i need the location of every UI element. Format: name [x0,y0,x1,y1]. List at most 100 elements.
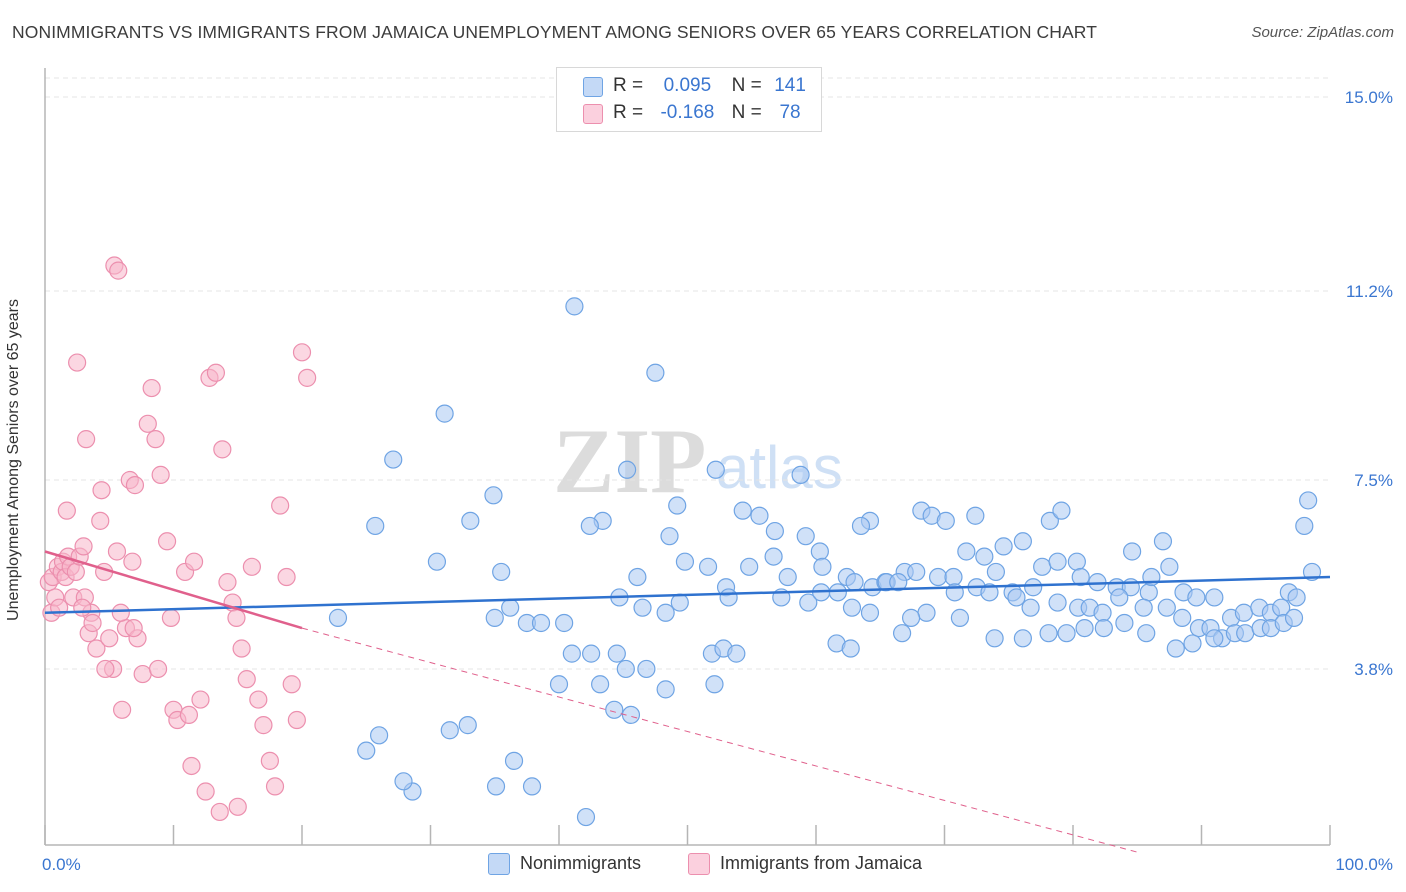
point-immigrant-jamaica [57,501,76,520]
series-nonimmigrants [328,297,1322,827]
y-tick-labels: 15.0% 11.2% 7.5% 3.8% [1345,88,1393,679]
point-nonimmigrant [384,450,403,469]
point-nonimmigrant [1205,629,1224,648]
point-nonimmigrant [531,613,551,633]
point-nonimmigrant [492,562,511,582]
point-nonimmigrant [966,506,985,525]
point-nonimmigrant [778,567,797,587]
point-nonimmigrant [842,598,862,617]
stats-n-label: N = [731,75,762,96]
point-nonimmigrant [841,639,860,658]
point-nonimmigrant [435,404,454,423]
point-nonimmigrant [889,573,908,592]
watermark: ZIP atlas [553,410,843,512]
point-nonimmigrant [980,583,999,602]
point-nonimmigrant [366,516,385,536]
point-immigrant-jamaica [271,496,290,515]
point-nonimmigrant [892,624,912,643]
point-nonimmigrant [485,608,504,627]
point-immigrant-jamaica [191,690,210,709]
point-nonimmigrant [1007,588,1026,607]
point-nonimmigrant [1110,588,1129,607]
point-immigrant-jamaica [124,618,143,638]
series-immigrants-jamaica [39,256,317,822]
stats-n-value: 141 [774,75,806,96]
point-nonimmigrant [628,567,647,587]
point-immigrant-jamaica [213,440,232,459]
point-immigrant-jamaica [100,629,119,648]
point-nonimmigrant [562,644,581,663]
point-immigrant-jamaica [249,690,268,709]
point-nonimmigrant [607,644,626,663]
point-immigrant-jamaica [148,659,168,679]
point-nonimmigrant [461,511,480,530]
point-nonimmigrant [576,807,596,827]
point-nonimmigrant [764,547,783,566]
point-nonimmigrant [394,772,413,791]
point-nonimmigrant [1115,613,1134,633]
point-nonimmigrant [621,705,641,725]
point-nonimmigrant [799,593,818,612]
point-immigrant-jamaica [254,716,273,735]
chart-title: NONIMMIGRANTS VS IMMIGRANTS FROM JAMAICA… [12,22,1098,42]
point-nonimmigrant [370,726,389,745]
point-immigrant-jamaica [218,573,237,592]
point-nonimmigrant [986,562,1006,582]
point-nonimmigrant [828,583,847,602]
point-immigrant-jamaica [111,603,130,622]
point-immigrant-jamaica [83,613,102,633]
point-immigrant-jamaica [133,664,152,684]
point-nonimmigrant [555,613,574,633]
point-immigrant-jamaica [125,476,145,495]
point-immigrant-jamaica [92,481,111,500]
point-nonimmigrant [845,573,864,592]
grid-lines [45,77,1330,670]
point-nonimmigrant [1075,618,1094,638]
point-nonimmigrant [522,777,542,796]
point-nonimmigrant [1048,552,1067,571]
point-nonimmigrant [656,680,675,699]
point-nonimmigrant [813,557,832,576]
watermark-atlas: atlas [716,434,843,501]
point-nonimmigrant [656,603,675,622]
point-nonimmigrant [1160,557,1179,576]
trend-line-nonimmigrants [44,575,1331,615]
point-immigrant-jamaica [151,465,170,484]
point-nonimmigrant [1284,608,1304,627]
point-nonimmigrant [1094,618,1113,638]
point-immigrant-jamaica [206,363,226,382]
point-nonimmigrant [668,496,687,515]
stats-r-label: R = [613,102,644,123]
point-immigrant-jamaica [87,639,106,658]
point-nonimmigrant [1205,588,1224,607]
point-nonimmigrant [484,486,503,505]
y-tick-label: 11.2% [1346,282,1393,301]
stats-r-label: R = [613,75,644,96]
point-nonimmigrant [765,521,784,541]
trend-lines [44,550,1331,854]
point-nonimmigrant [719,588,738,607]
point-nonimmigrant [994,537,1013,556]
point-nonimmigrant [580,516,599,536]
point-nonimmigrant [950,608,970,627]
point-nonimmigrant [928,567,948,587]
point-nonimmigrant [637,659,656,679]
point-nonimmigrant [917,603,936,622]
point-nonimmigrant [1057,624,1076,643]
x-tick-label: 100.0% [1335,855,1393,874]
point-nonimmigrant [440,721,459,740]
point-nonimmigrant [486,777,506,796]
x-tick-labels: 0.0% 100.0% [42,855,1393,874]
y-tick-label: 15.0% [1345,88,1393,107]
point-immigrant-jamaica [210,802,229,822]
stats-n-label: N = [731,102,762,123]
point-nonimmigrant [504,751,524,770]
point-nonimmigrant [501,598,520,617]
point-nonimmigrant [740,557,759,576]
legend-swatch-blue [488,853,510,875]
point-nonimmigrant [427,552,447,571]
point-nonimmigrant [944,567,963,587]
watermark-zip: ZIP [553,410,706,512]
point-immigrant-jamaica [282,675,301,694]
